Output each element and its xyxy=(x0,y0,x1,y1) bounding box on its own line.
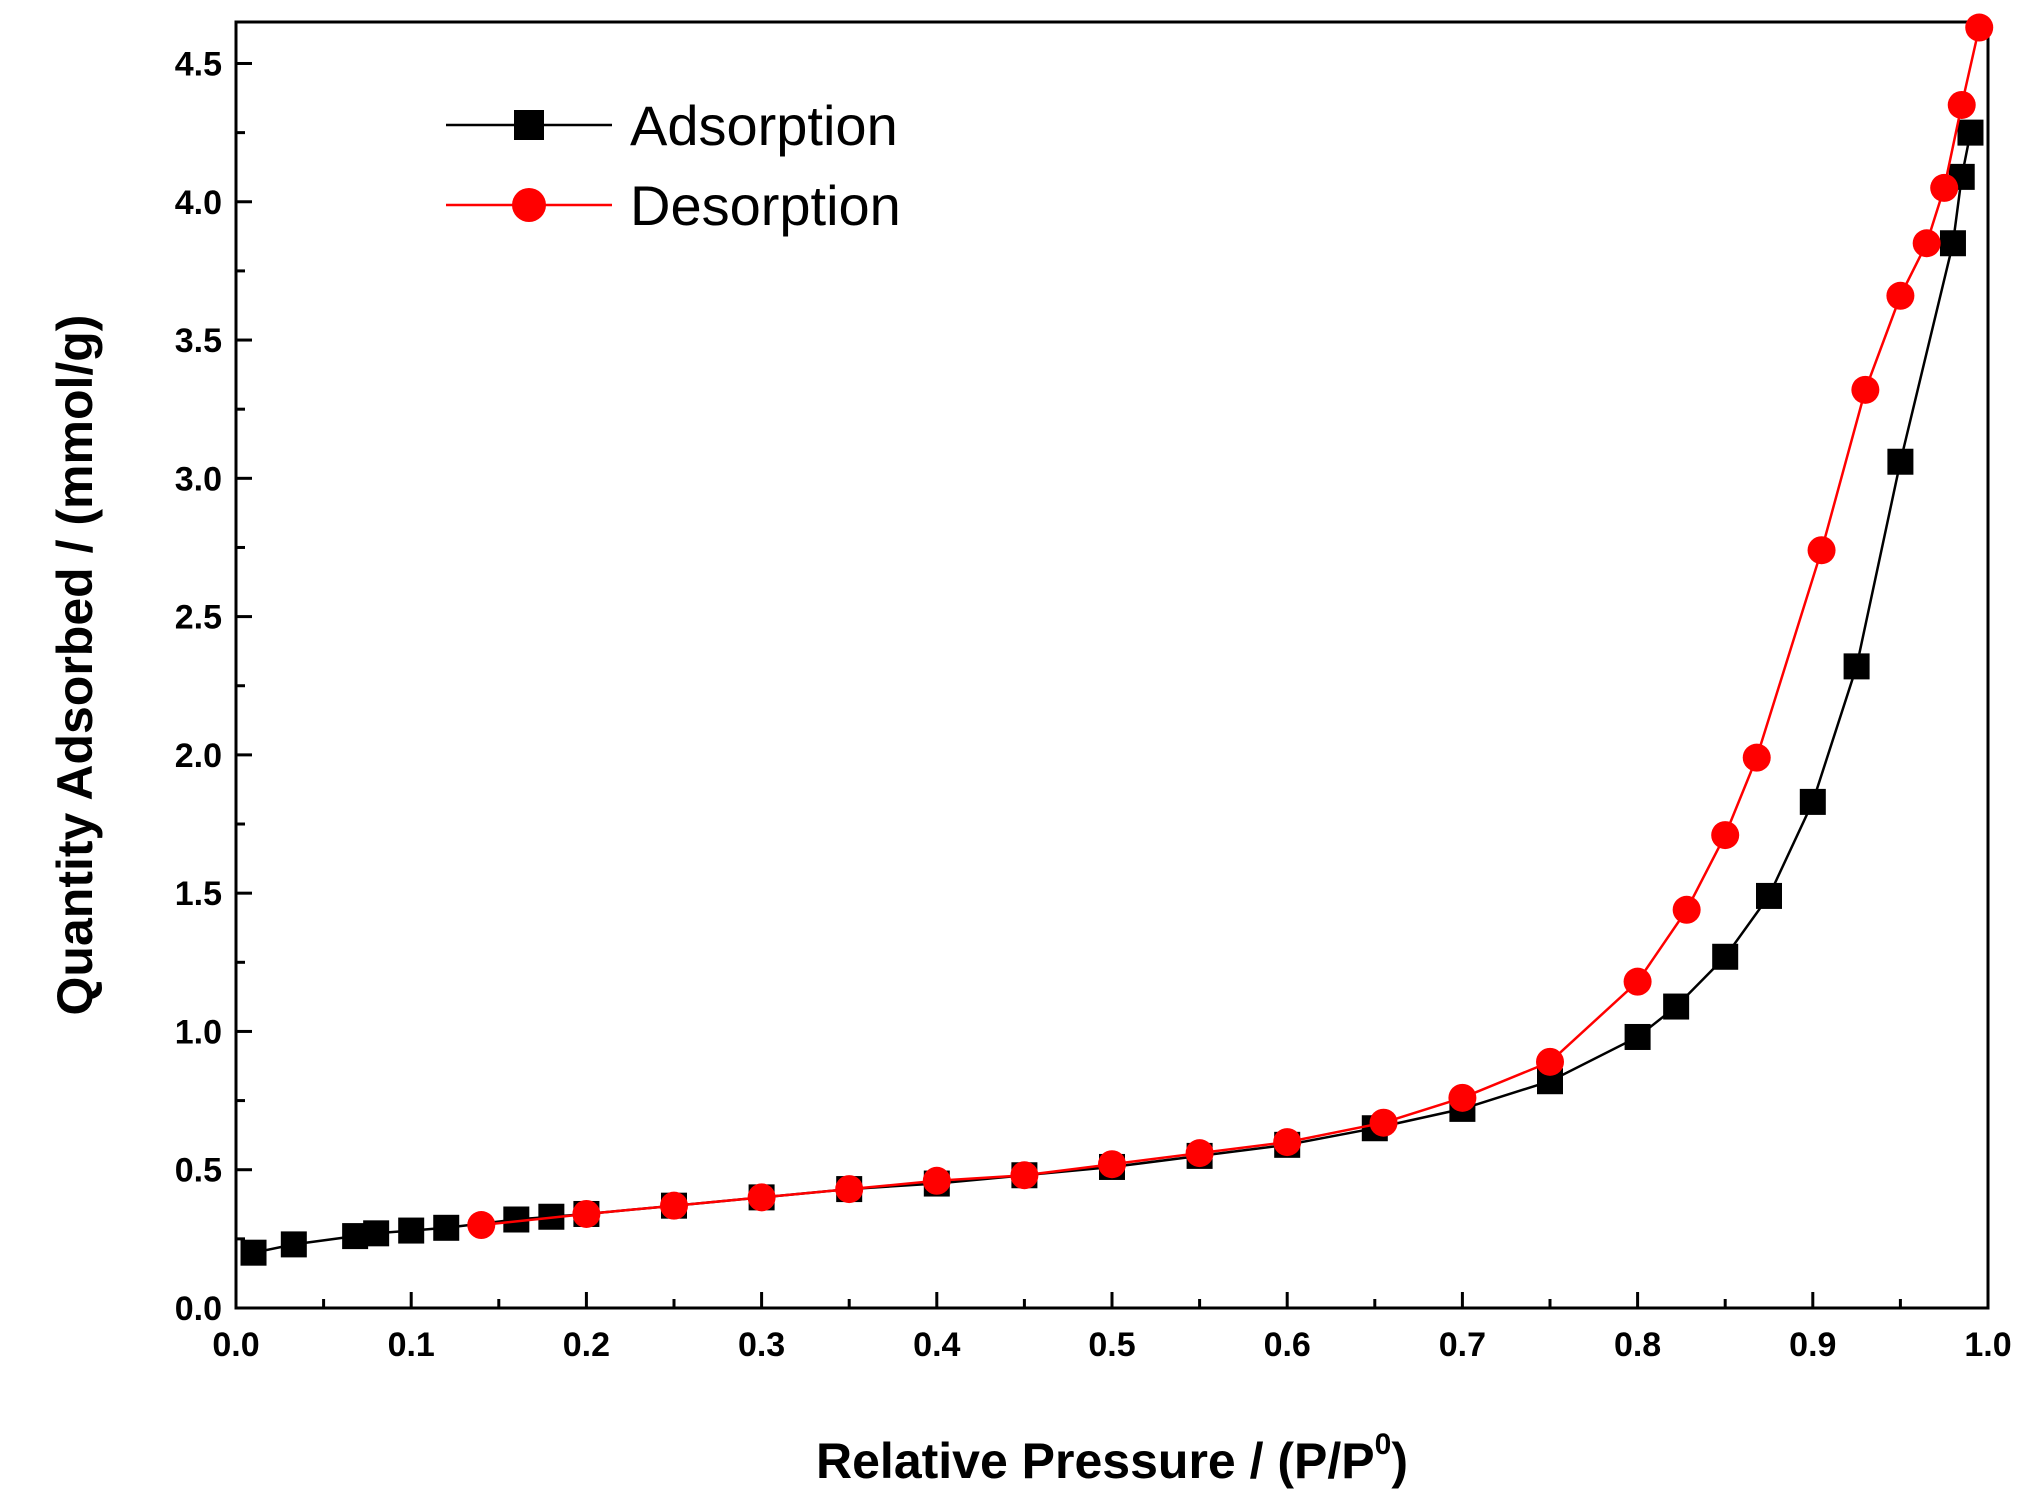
adsorption-point xyxy=(1957,119,1984,146)
plot-frame xyxy=(234,20,1990,1310)
desorption-point xyxy=(835,1175,864,1204)
desorption-point xyxy=(1185,1139,1214,1168)
y-tick-label: 1.0 xyxy=(175,1013,222,1051)
desorption-point xyxy=(1947,90,1976,119)
x-axis-title-main: Relative Pressure / (P/P xyxy=(816,1433,1375,1489)
desorption-point xyxy=(1912,229,1941,258)
desorption-point xyxy=(1273,1128,1302,1157)
axis-ticks: 0.0 0.1 0.2 0.3 0.4 0.5 0.6 0.7 0.8 0.9 1.0 0.0 0.5 1… xyxy=(175,45,2012,1364)
x-tick-label: 0.4 xyxy=(913,1326,960,1364)
y-tick-label: 4.0 xyxy=(175,184,222,222)
y-axis-title: Quantity Adsorbed / (mmol/g) xyxy=(47,315,103,1016)
desorption-point xyxy=(1930,173,1959,202)
y-tick-label: 3.0 xyxy=(175,460,222,498)
x-tick-label: 0.8 xyxy=(1614,1326,1661,1364)
adsorption-point xyxy=(1756,882,1782,909)
adsorption-point xyxy=(280,1231,307,1258)
series-layer xyxy=(240,13,1994,1266)
x-axis-title-tail: ) xyxy=(1391,1433,1408,1489)
adsorption-point xyxy=(1939,230,1966,257)
x-tick-label: 0.1 xyxy=(388,1326,435,1364)
desorption-point xyxy=(1851,375,1880,404)
legend-marker-adsorption xyxy=(514,110,544,140)
adsorption-point xyxy=(1887,448,1914,475)
y-tick-label: 0.0 xyxy=(175,1290,222,1328)
y-tick-label: 2.5 xyxy=(175,599,222,637)
series-desorption xyxy=(467,13,1994,1240)
legend-label-adsorption: Adsorption xyxy=(630,94,898,157)
adsorption-point xyxy=(240,1239,267,1266)
x-tick-label: 0.3 xyxy=(738,1326,785,1364)
desorption-point xyxy=(1807,536,1836,565)
legend-label-desorption: Desorption xyxy=(630,174,901,237)
y-tick-label: 0.5 xyxy=(175,1152,222,1190)
desorption-point xyxy=(1098,1150,1126,1179)
desorption-point xyxy=(922,1166,951,1195)
adsorption-point xyxy=(1624,1023,1651,1050)
desorption-point xyxy=(1623,967,1652,996)
desorption-point xyxy=(1711,821,1740,850)
legend-marker-desorption xyxy=(512,188,546,222)
y-tick-label: 4.5 xyxy=(175,45,222,83)
x-tick-label: 0.0 xyxy=(212,1326,259,1364)
adsorption-point xyxy=(398,1217,425,1244)
x-tick-label: 0.6 xyxy=(1264,1326,1311,1364)
desorption-point xyxy=(1742,743,1771,772)
y-tick-label: 2.0 xyxy=(175,737,222,775)
desorption-point xyxy=(747,1183,776,1212)
desorption-point xyxy=(1965,13,1994,42)
legend: Adsorption Desorption xyxy=(446,94,901,237)
desorption-point xyxy=(1369,1108,1398,1137)
x-axis-title-sup: 0 xyxy=(1375,1428,1392,1461)
y-tick-label: 1.5 xyxy=(175,875,222,913)
adsorption-point xyxy=(1663,993,1690,1020)
desorption-point xyxy=(660,1191,688,1220)
desorption-point xyxy=(572,1199,601,1228)
x-tick-label: 0.5 xyxy=(1088,1326,1135,1364)
x-tick-label: 0.2 xyxy=(563,1326,610,1364)
x-tick-label: 1.0 xyxy=(1964,1326,2011,1364)
adsorption-line xyxy=(253,132,1972,1254)
desorption-point xyxy=(1536,1047,1564,1076)
x-axis-title: Relative Pressure / (P/P0) xyxy=(816,1428,1408,1489)
desorption-point xyxy=(1448,1083,1477,1112)
desorption-point xyxy=(1672,895,1701,924)
x-tick-label: 0.9 xyxy=(1789,1326,1836,1364)
x-tick-label: 0.7 xyxy=(1439,1326,1486,1364)
adsorption-point xyxy=(363,1220,390,1247)
adsorption-point xyxy=(1712,943,1739,970)
adsorption-point xyxy=(433,1214,460,1241)
adsorption-point xyxy=(1799,788,1826,815)
desorption-point xyxy=(467,1211,496,1240)
y-tick-label: 3.5 xyxy=(175,322,222,360)
adsorption-point xyxy=(1843,653,1870,680)
series-adsorption xyxy=(240,119,1984,1266)
desorption-point xyxy=(1010,1161,1039,1190)
desorption-point xyxy=(1886,281,1915,310)
